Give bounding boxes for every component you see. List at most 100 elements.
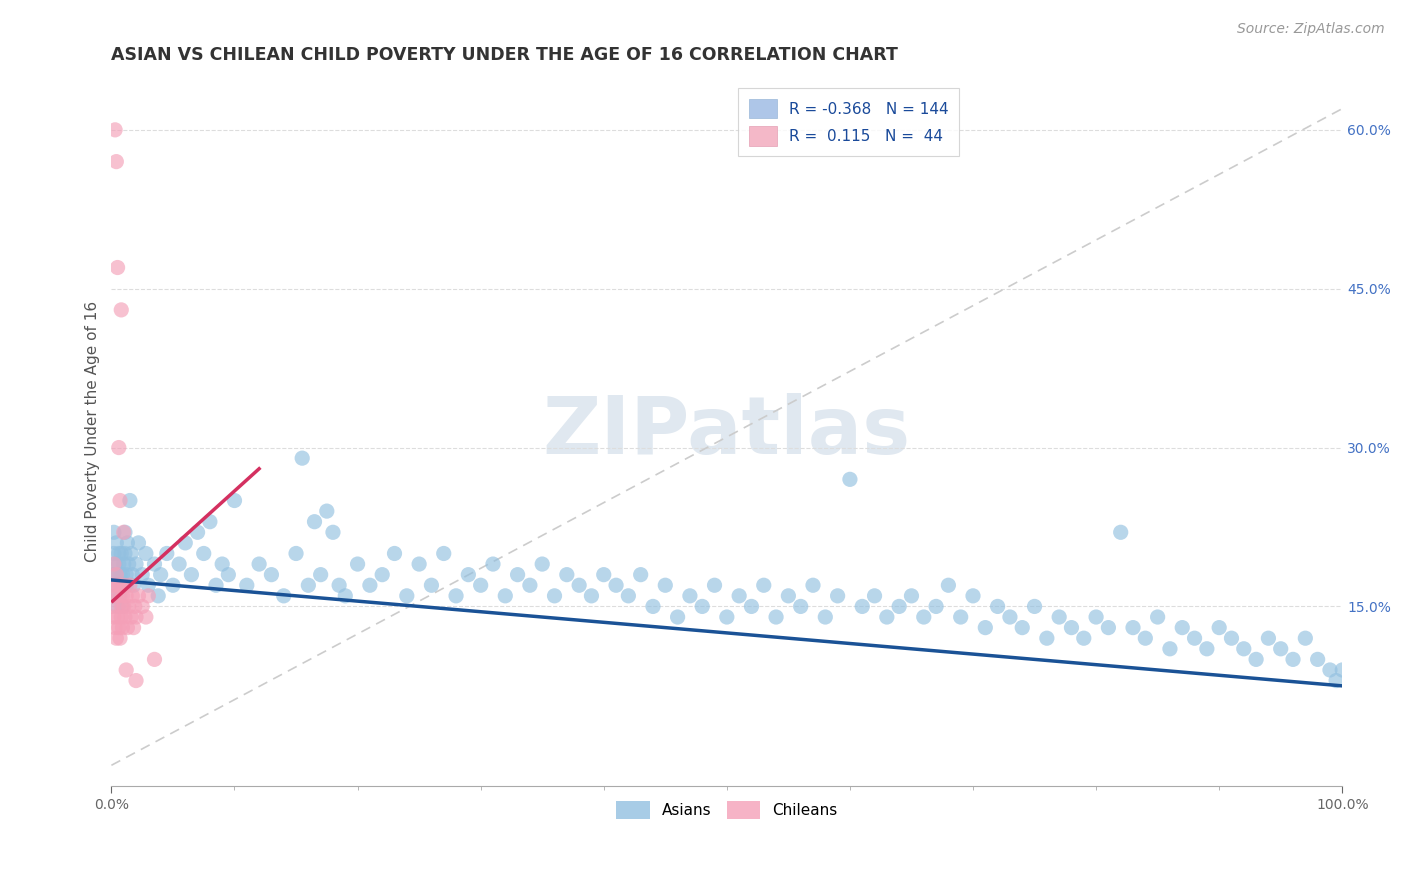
Point xyxy=(359,578,381,592)
Point xyxy=(107,610,129,624)
Point xyxy=(112,599,135,614)
Point xyxy=(1122,621,1144,635)
Point xyxy=(110,546,132,560)
Point xyxy=(1060,621,1083,635)
Point xyxy=(115,567,138,582)
Point xyxy=(1270,641,1292,656)
Point xyxy=(1171,621,1194,635)
Point xyxy=(322,525,344,540)
Point xyxy=(104,123,127,137)
Point xyxy=(167,557,190,571)
Point xyxy=(444,589,467,603)
Point xyxy=(1073,631,1095,645)
Point xyxy=(193,546,215,560)
Point xyxy=(121,589,143,603)
Point xyxy=(121,567,143,582)
Point xyxy=(105,567,128,582)
Point xyxy=(108,589,131,603)
Point xyxy=(205,578,228,592)
Point xyxy=(156,546,179,560)
Point xyxy=(1135,631,1157,645)
Point xyxy=(107,578,129,592)
Point xyxy=(974,621,997,635)
Point xyxy=(285,546,308,560)
Point xyxy=(107,260,129,275)
Point xyxy=(876,610,898,624)
Point xyxy=(630,567,652,582)
Point xyxy=(125,557,148,571)
Point xyxy=(1282,652,1305,666)
Point xyxy=(198,515,221,529)
Point xyxy=(1159,641,1181,656)
Point xyxy=(1208,621,1230,635)
Point xyxy=(814,610,837,624)
Point xyxy=(111,599,134,614)
Point xyxy=(107,599,129,614)
Point xyxy=(1294,631,1316,645)
Point xyxy=(1146,610,1168,624)
Point xyxy=(114,546,136,560)
Point xyxy=(1109,525,1132,540)
Point xyxy=(118,578,141,592)
Point xyxy=(605,578,627,592)
Point xyxy=(108,631,131,645)
Point xyxy=(138,578,160,592)
Point xyxy=(291,451,314,466)
Point xyxy=(273,589,295,603)
Point xyxy=(765,610,787,624)
Point xyxy=(107,557,129,571)
Point xyxy=(1331,663,1354,677)
Point xyxy=(111,621,134,635)
Point xyxy=(143,557,166,571)
Point xyxy=(110,302,132,317)
Point xyxy=(384,546,406,560)
Point xyxy=(217,567,239,582)
Point xyxy=(1085,610,1108,624)
Point xyxy=(1024,599,1046,614)
Point xyxy=(666,610,689,624)
Point xyxy=(127,536,149,550)
Point xyxy=(103,557,125,571)
Point xyxy=(101,567,124,582)
Point xyxy=(1306,652,1329,666)
Point xyxy=(149,567,172,582)
Point xyxy=(617,589,640,603)
Point xyxy=(457,567,479,582)
Point xyxy=(1195,641,1218,656)
Point xyxy=(433,546,456,560)
Point xyxy=(114,525,136,540)
Point xyxy=(938,578,960,592)
Text: Source: ZipAtlas.com: Source: ZipAtlas.com xyxy=(1237,22,1385,37)
Point xyxy=(506,567,529,582)
Point xyxy=(112,557,135,571)
Point xyxy=(114,610,136,624)
Point xyxy=(120,546,142,560)
Point xyxy=(1047,610,1070,624)
Point xyxy=(162,578,184,592)
Point xyxy=(115,589,138,603)
Point xyxy=(117,557,139,571)
Point xyxy=(124,599,146,614)
Point xyxy=(1319,663,1341,677)
Point xyxy=(304,515,326,529)
Point xyxy=(581,589,603,603)
Point xyxy=(1244,652,1267,666)
Point xyxy=(236,578,259,592)
Point xyxy=(1220,631,1243,645)
Point xyxy=(110,610,132,624)
Point xyxy=(104,589,127,603)
Point xyxy=(568,578,591,592)
Point xyxy=(297,578,319,592)
Point xyxy=(543,589,565,603)
Point xyxy=(122,621,145,635)
Point xyxy=(125,610,148,624)
Point xyxy=(838,472,860,486)
Point xyxy=(912,610,935,624)
Point xyxy=(110,578,132,592)
Point xyxy=(111,567,134,582)
Point xyxy=(1097,621,1119,635)
Point xyxy=(408,557,430,571)
Point xyxy=(1324,673,1347,688)
Point xyxy=(104,589,127,603)
Point xyxy=(641,599,664,614)
